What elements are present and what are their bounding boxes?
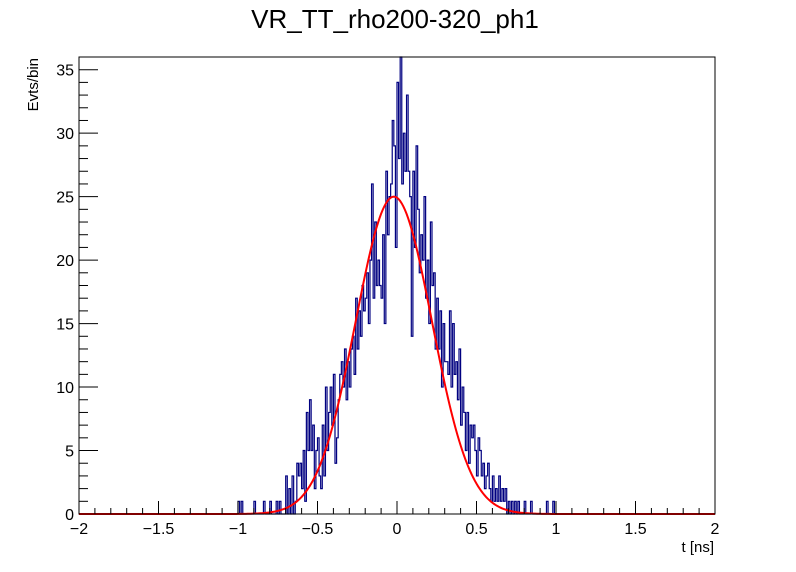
x-tick-label: 1 [552, 521, 561, 538]
y-tick-label: 30 [56, 126, 74, 143]
x-axis-title: t [ns] [681, 539, 714, 556]
x-tick-label: 0 [393, 521, 402, 538]
x-tick-label: −2 [70, 521, 88, 538]
x-axis: −2 −1.5 −1 −0.5 0 0.5 1 1.5 2 [70, 501, 720, 538]
x-tick-label: 1.5 [624, 521, 646, 538]
y-axis: 0 5 10 15 20 25 30 35 [56, 56, 98, 524]
y-tick-label: 35 [56, 63, 74, 80]
x-tick-label: −1 [229, 521, 247, 538]
y-tick-label: 15 [56, 317, 74, 334]
x-tick-label: 0.5 [465, 521, 487, 538]
y-tick-label: 10 [56, 380, 74, 397]
chart-title: VR_TT_rho200-320_ph1 [251, 4, 539, 34]
x-tick-label: −1.5 [143, 521, 175, 538]
y-tick-label: 5 [65, 444, 74, 461]
x-tick-label: 2 [711, 521, 720, 538]
y-tick-label: 0 [65, 507, 74, 524]
y-tick-label: 25 [56, 190, 74, 207]
y-tick-label: 20 [56, 253, 74, 270]
x-tick-label: −0.5 [302, 521, 334, 538]
y-axis-title: Evts/bin [25, 58, 42, 111]
